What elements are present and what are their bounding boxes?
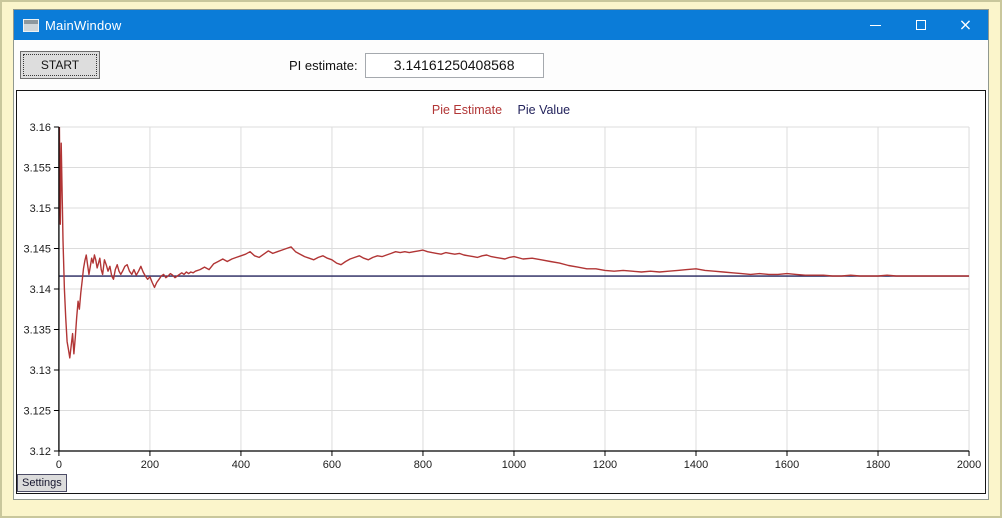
svg-text:3.145: 3.145 bbox=[24, 243, 51, 255]
svg-text:0: 0 bbox=[56, 459, 62, 471]
svg-text:200: 200 bbox=[141, 459, 159, 471]
settings-tab[interactable]: Settings bbox=[17, 474, 67, 492]
svg-text:1800: 1800 bbox=[866, 459, 890, 471]
maximize-button[interactable] bbox=[898, 10, 943, 40]
app-icon bbox=[23, 18, 39, 32]
svg-text:3.12: 3.12 bbox=[30, 446, 51, 458]
main-window: MainWindow × START PI estimate: Pie Esti… bbox=[13, 9, 989, 500]
svg-text:1200: 1200 bbox=[593, 459, 617, 471]
maximize-icon bbox=[915, 20, 926, 30]
legend-item-pie-value: Pie Value bbox=[517, 103, 571, 117]
svg-text:800: 800 bbox=[414, 459, 432, 471]
svg-text:3.16: 3.16 bbox=[30, 122, 51, 134]
window-title: MainWindow bbox=[45, 17, 122, 33]
close-button[interactable]: × bbox=[943, 10, 988, 40]
legend-item-pie-estimate: Pie Estimate bbox=[431, 103, 503, 117]
chart-panel: Pie Estimate Pie Value 0 200 400 600 800 1000… bbox=[16, 90, 986, 494]
chart-legend: Pie Estimate Pie Value bbox=[17, 103, 985, 117]
start-button[interactable]: START bbox=[20, 51, 100, 79]
minimize-icon bbox=[870, 24, 881, 26]
svg-text:1600: 1600 bbox=[775, 459, 799, 471]
close-icon: × bbox=[958, 15, 973, 34]
svg-text:600: 600 bbox=[323, 459, 341, 471]
svg-text:3.15: 3.15 bbox=[30, 203, 51, 215]
title-bar[interactable]: MainWindow × bbox=[14, 10, 988, 40]
svg-text:3.13: 3.13 bbox=[30, 365, 51, 377]
svg-text:3.135: 3.135 bbox=[24, 324, 51, 336]
svg-text:1400: 1400 bbox=[684, 459, 708, 471]
svg-text:3.155: 3.155 bbox=[24, 162, 51, 174]
pi-estimate-label: PI estimate: bbox=[289, 57, 358, 73]
minimize-button[interactable] bbox=[853, 10, 898, 40]
svg-text:2000: 2000 bbox=[957, 459, 981, 471]
svg-text:3.14: 3.14 bbox=[30, 284, 51, 296]
svg-text:1000: 1000 bbox=[502, 459, 526, 471]
svg-text:400: 400 bbox=[232, 459, 250, 471]
pi-estimate-field[interactable] bbox=[364, 52, 544, 78]
chart-plot-area[interactable]: 0 200 400 600 800 1000 1200 1400 1600 1800 2000 3.1… bbox=[17, 91, 985, 493]
toolbar: START PI estimate: bbox=[14, 40, 988, 86]
svg-text:3.125: 3.125 bbox=[24, 405, 51, 417]
